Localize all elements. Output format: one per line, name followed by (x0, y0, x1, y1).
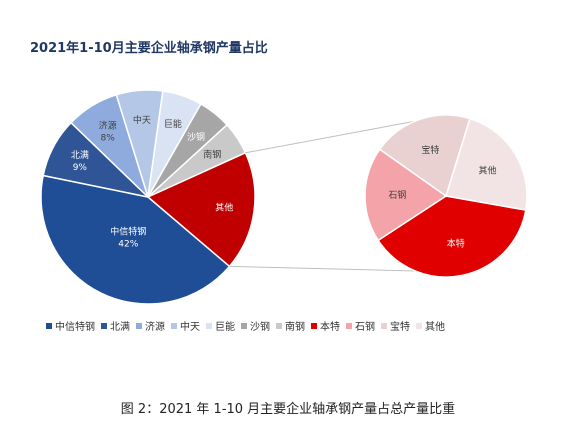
connector-line-top (245, 120, 417, 154)
secondary-pie-slice-1 (364, 148, 448, 242)
figure-caption: 图 2：2021 年 1-10 月主要企业轴承钢产量占总产量比重 (120, 402, 456, 417)
legend-swatch (346, 322, 352, 329)
secondary-pie-label-1: 石钢 (388, 189, 406, 201)
legend-item-2: 济源 (136, 318, 165, 333)
legend-label: 北满 (110, 322, 130, 333)
main-pie-label-4: 巨能 (164, 118, 182, 130)
main-pie-value-label-0: 42% (118, 239, 138, 249)
legend-swatch (101, 322, 107, 329)
legend-swatch (206, 322, 212, 329)
legend-label: 宝特 (390, 322, 410, 333)
legend-swatch (171, 322, 177, 329)
legend-swatch (311, 322, 317, 329)
legend-label: 巨能 (215, 322, 235, 333)
main-pie-label-5: 沙钢 (187, 131, 205, 143)
chart-title: 2021年1-10月主要企业轴承钢产量占比 (30, 41, 268, 56)
legend-swatch (241, 322, 247, 329)
secondary-pie-slice-2 (378, 114, 471, 198)
legend-item-8: 石钢 (346, 318, 375, 333)
chart-legend: 中信特钢 北满 济源 中天 巨能 沙钢 南钢 本特 石钢 宝特 其他 (46, 318, 546, 333)
main-pie-label-0: 中信特钢 (110, 225, 146, 237)
legend-label: 其他 (425, 322, 445, 333)
main-pie-value-label-1: 9% (73, 163, 88, 173)
secondary-pie-label-2: 宝特 (421, 144, 439, 156)
legend-swatch (416, 322, 422, 329)
legend-label: 中信特钢 (55, 322, 95, 333)
legend-label: 石钢 (355, 322, 375, 333)
legend-swatch (46, 322, 52, 329)
main-pie-label-1: 北满 (71, 150, 89, 161)
main-pie-label-6: 南钢 (203, 149, 221, 161)
legend-label: 南钢 (285, 322, 305, 333)
legend-label: 济源 (145, 322, 165, 333)
legend-item-9: 宝特 (381, 318, 410, 333)
legend-item-10: 其他 (416, 318, 445, 333)
legend-item-5: 沙钢 (241, 318, 270, 333)
legend-item-0: 中信特钢 (46, 318, 95, 333)
legend-item-7: 本特 (311, 318, 340, 333)
legend-item-6: 南钢 (276, 318, 305, 333)
secondary-pie-label-3: 其他 (478, 165, 496, 177)
legend-item-1: 北满 (101, 318, 130, 333)
main-pie-slice-7 (146, 151, 256, 268)
main-pie-slice-0 (40, 174, 231, 305)
secondary-pie-label-0: 本特 (447, 238, 465, 250)
legend-swatch (276, 322, 282, 329)
connector-line-bottom (229, 265, 417, 272)
secondary-pie-slice-3 (445, 117, 528, 211)
legend-swatch (136, 322, 142, 329)
main-pie-label-3: 中天 (133, 114, 151, 126)
legend-item-4: 巨能 (206, 318, 235, 333)
main-pie-label-7: 其他 (215, 202, 233, 214)
legend-label: 本特 (320, 322, 340, 333)
legend-swatch (381, 322, 387, 329)
main-pie-value-label-2: 8% (100, 133, 115, 143)
main-pie-label-2: 济源 (99, 119, 117, 131)
legend-label: 中天 (180, 322, 200, 333)
legend-label: 沙钢 (250, 322, 270, 333)
legend-item-3: 中天 (171, 318, 200, 333)
